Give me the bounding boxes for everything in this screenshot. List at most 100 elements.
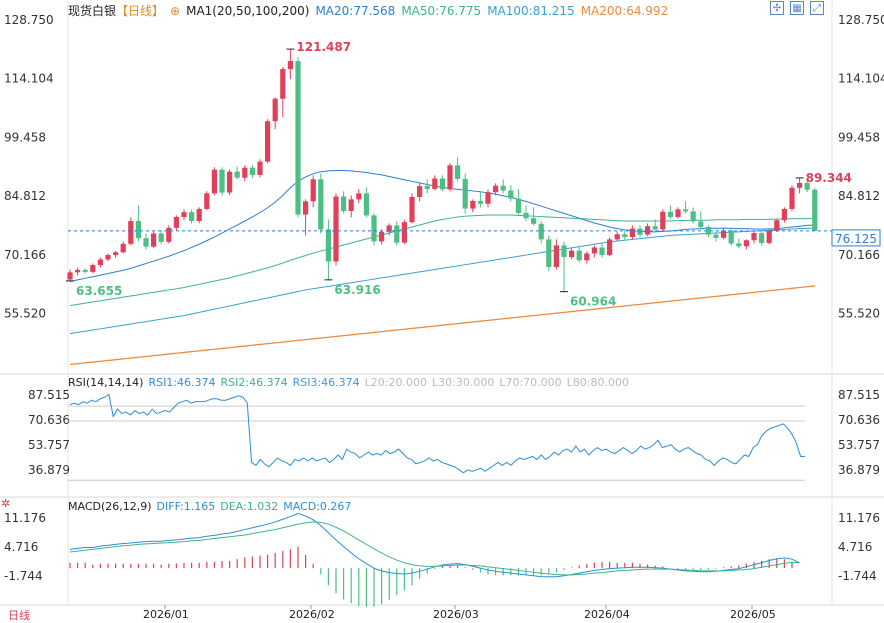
- candle-body: [348, 199, 354, 211]
- diff-value: DIFF:1.165: [156, 500, 216, 513]
- grid-icon[interactable]: ▦: [790, 1, 804, 15]
- candle-body: [508, 190, 514, 199]
- x-tick-label: 2026/05: [730, 608, 776, 620]
- candle-body: [683, 209, 689, 212]
- low2-annotation: 63.916: [334, 283, 380, 297]
- rsi2-value: RSI2:46.374: [220, 376, 288, 389]
- candle-body: [249, 167, 255, 175]
- candle-body: [356, 193, 362, 200]
- macd-header: MACD(26,12,9) DIFF:1.165 DEA:1.032 MACD:0.2…: [68, 500, 356, 513]
- candle-body: [675, 209, 681, 217]
- ma-label[interactable]: MA1(20,50,100,200): [186, 4, 310, 18]
- y-tick-left: 114.104: [4, 72, 54, 86]
- settings-gear-icon[interactable]: ✲: [1, 497, 11, 510]
- candle-body: [181, 212, 187, 217]
- macd-y-tick-right: 11.176: [838, 511, 880, 525]
- macd-label[interactable]: MACD(26,12,9): [68, 500, 152, 513]
- y-tick-right: 70.166: [838, 248, 880, 262]
- rsi3-value: RSI3:46.374: [292, 376, 360, 389]
- candle-body: [173, 216, 179, 228]
- candle-body: [759, 233, 765, 244]
- macd-y-tick-left: 11.176: [4, 511, 46, 525]
- candle-body: [234, 171, 240, 178]
- candle-body: [371, 215, 377, 242]
- macd-y-tick-right: 4.716: [838, 540, 872, 554]
- candle-body: [417, 186, 423, 197]
- candle-body: [280, 69, 286, 99]
- candle-body: [333, 196, 339, 262]
- rsi-y-tick-left: 70.636: [28, 413, 70, 427]
- y-tick-left: 99.458: [4, 130, 46, 144]
- candle-body: [576, 250, 582, 261]
- y-tick-right: 99.458: [838, 130, 880, 144]
- candle-body: [272, 98, 278, 122]
- candle-body: [257, 161, 263, 175]
- candle-body: [538, 223, 544, 240]
- macd-y-tick-left: 4.716: [4, 540, 38, 554]
- candle-body: [97, 259, 103, 266]
- high-annotation: 121.487: [296, 40, 351, 54]
- macd-y-tick-left: -1.744: [4, 569, 43, 583]
- candle-body: [227, 171, 233, 193]
- candle-body: [523, 212, 529, 219]
- rsi-label[interactable]: RSI(14,14,14): [68, 376, 144, 389]
- candle-body: [447, 165, 453, 190]
- main-chart-header: 现货白银【日线】 ⊕ MA1(20,50,100,200) MA20:77.568 MA…: [68, 2, 674, 19]
- candle-body: [690, 211, 696, 222]
- rsi-y-tick-right: 53.757: [838, 438, 880, 452]
- candle-body: [196, 208, 202, 221]
- candle-body: [379, 231, 385, 242]
- x-tick-label: 2026/02: [289, 608, 335, 620]
- candle-body: [151, 233, 157, 247]
- candle-body: [67, 272, 73, 280]
- rsi-y-tick-right: 87.515: [838, 388, 880, 402]
- l20-value: L20:20.000: [364, 376, 427, 389]
- candle-body: [135, 220, 141, 239]
- candle-body: [325, 229, 331, 262]
- candle-body: [470, 200, 476, 209]
- y-tick-right: 128.750: [838, 13, 884, 27]
- macd-y-tick-right: -1.744: [838, 569, 877, 583]
- candle-body: [531, 218, 537, 224]
- candle-body: [569, 250, 575, 258]
- candle-body: [667, 211, 673, 217]
- candle-body: [409, 196, 415, 223]
- candle-body: [318, 179, 324, 230]
- candle-body: [705, 227, 711, 235]
- low3-annotation: 60.964: [570, 295, 616, 309]
- candle-body: [713, 234, 719, 238]
- candle-body: [166, 227, 172, 242]
- rsi-header: RSI(14,14,14) RSI1:46.374 RSI2:46.374 RSI3:…: [68, 376, 634, 389]
- candle-body: [622, 234, 628, 238]
- candle-body: [82, 269, 88, 272]
- instrument-title[interactable]: 现货白银: [68, 4, 117, 18]
- candle-body: [736, 243, 742, 247]
- candle-body: [189, 212, 195, 221]
- y-tick-left: 84.812: [4, 189, 46, 203]
- rsi-y-tick-right: 36.879: [838, 463, 880, 477]
- candle-body: [363, 193, 369, 216]
- candle-body: [219, 169, 225, 193]
- l30-value: L30:30.000: [432, 376, 495, 389]
- current-price-tag: [831, 229, 881, 247]
- period-footer-label[interactable]: 日线: [8, 609, 30, 622]
- expand-icon[interactable]: ⤢: [810, 1, 824, 15]
- candle-body: [607, 239, 613, 256]
- candle-body: [637, 228, 643, 235]
- period-label[interactable]: 【日线】: [116, 4, 165, 18]
- y-tick-right: 84.812: [838, 189, 880, 203]
- rsi-y-tick-left: 53.757: [28, 438, 70, 452]
- candle-body: [455, 165, 461, 179]
- rsi-line: [69, 393, 805, 474]
- candle-body: [629, 228, 635, 238]
- dea-line: [69, 521, 800, 576]
- candle-body: [766, 231, 772, 244]
- refresh-icon[interactable]: ⊕: [170, 4, 181, 18]
- rsi1-value: RSI1:46.374: [148, 376, 216, 389]
- candle-body: [424, 186, 430, 189]
- candle-body: [721, 230, 727, 238]
- candle-body: [128, 220, 134, 244]
- x-tick-label: 2026/04: [584, 608, 630, 620]
- crosshair-icon[interactable]: ✣: [770, 1, 784, 15]
- candle-body: [804, 182, 810, 190]
